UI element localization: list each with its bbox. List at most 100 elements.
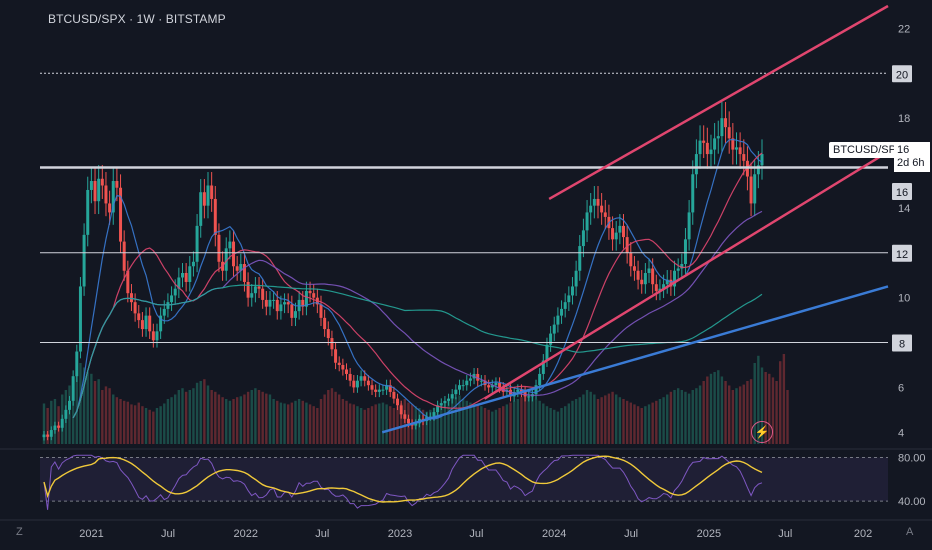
volume-bar <box>472 403 476 444</box>
candle-body <box>312 293 316 298</box>
volume-bar <box>567 403 571 444</box>
volume-bar <box>221 397 224 444</box>
candle-body <box>242 264 246 282</box>
time-tick-label: 2022 <box>234 528 258 540</box>
volume-bar <box>483 408 487 444</box>
candle-body <box>275 299 279 312</box>
candle-body <box>713 138 717 150</box>
candle-body <box>75 351 79 377</box>
candle-body <box>111 181 115 213</box>
candle-body <box>731 138 735 150</box>
time-tick-label: 2024 <box>542 528 566 540</box>
candle-body <box>377 389 381 392</box>
volume-bar <box>491 411 494 444</box>
volume-bar <box>374 404 377 444</box>
candle-body <box>341 364 345 370</box>
candle-body <box>753 174 757 204</box>
volume-bar <box>316 408 319 444</box>
volume-bar <box>144 408 148 444</box>
candle-body <box>487 385 491 388</box>
candle-body <box>78 286 82 352</box>
volume-bar <box>71 381 75 444</box>
candle-body <box>534 385 538 395</box>
candle-body <box>213 198 217 235</box>
volume-bar <box>545 406 549 444</box>
candle-body <box>724 118 728 128</box>
moving-average-line <box>72 138 763 420</box>
level-label-text: 16 <box>896 187 908 199</box>
trend-line <box>548 4 889 201</box>
moving-average-line <box>72 152 763 419</box>
volume-bar <box>181 388 184 444</box>
candle-body <box>687 212 691 240</box>
volume-bar <box>738 386 742 444</box>
volume-bar <box>556 411 560 444</box>
candle-body <box>137 313 141 321</box>
candle-body <box>148 315 152 332</box>
volume-bar <box>432 408 436 444</box>
volume-bar <box>297 399 301 444</box>
volume-bar <box>454 397 458 444</box>
candle-body <box>97 178 101 202</box>
volume-bar <box>687 393 691 444</box>
volume-bar <box>356 406 359 444</box>
volume-bar <box>618 397 622 444</box>
candle-body <box>494 382 498 386</box>
volume-bar <box>206 385 210 444</box>
volume-bar <box>381 402 385 444</box>
candle-body <box>199 192 203 226</box>
volume-bar <box>90 373 93 444</box>
volume-bar <box>42 403 46 444</box>
candle-body <box>57 425 61 428</box>
candle-body <box>235 266 239 271</box>
trend-line <box>381 285 889 434</box>
candle-body <box>749 176 753 204</box>
volume-bar <box>174 394 177 444</box>
volume-bar <box>531 394 534 444</box>
volume-bar <box>600 397 603 444</box>
level-label: 12 <box>892 244 912 262</box>
volume-bar <box>534 399 538 444</box>
volume-bar <box>228 400 232 444</box>
candle-body <box>756 165 760 175</box>
volume-bar <box>352 404 355 444</box>
candle-body <box>42 434 46 438</box>
timezone-button[interactable]: Z <box>16 526 23 538</box>
volume-bar <box>294 400 297 444</box>
candle-body <box>651 268 655 285</box>
candle-body <box>705 142 709 155</box>
candle-body <box>563 302 567 309</box>
candle-body <box>654 284 658 291</box>
candle-body <box>552 324 556 334</box>
volume-bar <box>553 409 556 444</box>
candle-body <box>465 380 469 386</box>
volume-bar <box>563 406 567 444</box>
candle-body <box>585 212 589 231</box>
alert-bolt-icon[interactable]: ⚡ <box>751 421 773 443</box>
volume-bar <box>461 399 465 444</box>
volume-bar <box>327 390 330 444</box>
candle-body <box>93 181 97 202</box>
candle-body <box>538 373 542 386</box>
candle-body <box>567 295 571 303</box>
volume-bar <box>469 402 472 444</box>
candle-body <box>581 230 585 247</box>
candle-body <box>286 302 290 305</box>
candle-body <box>301 299 305 307</box>
volume-bar <box>75 370 79 444</box>
candle-body <box>447 398 451 401</box>
volume-bar <box>257 390 261 444</box>
candle-body <box>170 295 174 303</box>
candle-body <box>119 187 123 242</box>
volume-bar <box>203 379 206 444</box>
auto-scale-button[interactable]: A <box>906 526 914 538</box>
volume-bar <box>505 404 509 444</box>
volume-bar <box>651 402 654 444</box>
volume-bar <box>596 399 600 444</box>
volume-bar <box>662 397 665 444</box>
price-tick-label: 18 <box>898 113 910 125</box>
candle-body <box>640 279 644 285</box>
volume-bar <box>768 373 771 444</box>
candle-body <box>527 396 531 398</box>
